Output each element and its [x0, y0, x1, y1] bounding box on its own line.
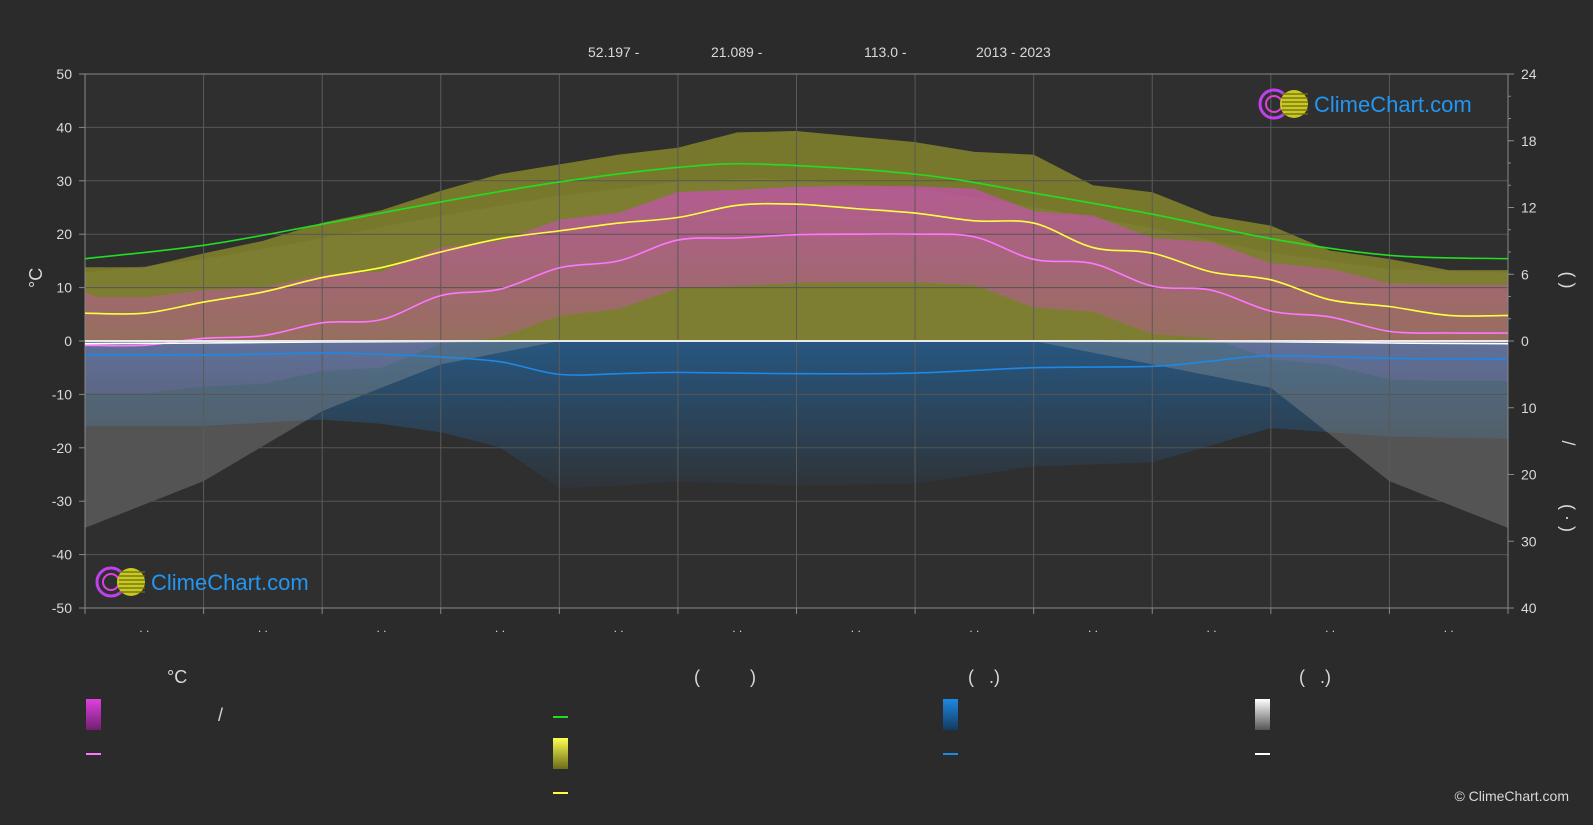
legend-temp-slash: /: [218, 705, 224, 725]
rain-mean-line: [84, 352, 1509, 376]
left-axis-unit: °C: [26, 267, 46, 288]
month-label: . .: [969, 621, 979, 635]
right-top-tick-label: 18: [1521, 133, 1537, 149]
legend-rain-head: ( .): [968, 667, 1000, 687]
legend-rain-mean-swatch: [943, 753, 958, 755]
month-label: . .: [732, 621, 742, 635]
right-axis-bottom-title: ( · ): [1558, 504, 1578, 532]
month-label: . .: [1444, 621, 1454, 635]
header-elevation: 113.0 -: [864, 44, 907, 60]
right-bottom-tick-label: 20: [1521, 467, 1537, 483]
legend-daylight-swatch: [553, 716, 568, 718]
month-label: . .: [614, 621, 624, 635]
right-axis-top-title: ( ): [1558, 272, 1578, 289]
month-label: . .: [851, 621, 861, 635]
left-tick-label: 10: [56, 280, 72, 296]
left-tick-label: -20: [52, 440, 72, 456]
header-years: 2013 - 2023: [976, 44, 1051, 60]
left-tick-label: -50: [52, 600, 72, 616]
right-bottom-tick-label: 40: [1521, 600, 1537, 616]
right-top-tick-label: 0: [1521, 333, 1529, 349]
snow-area: [85, 341, 1508, 528]
logo-text: ClimeChart.com: [1314, 92, 1472, 117]
right-top-tick-label: 12: [1521, 200, 1537, 216]
right-bottom-tick-label: 30: [1521, 533, 1537, 549]
legend-sunshine-range-swatch: [553, 738, 568, 769]
month-label: . .: [139, 621, 149, 635]
month-label: . .: [1088, 621, 1098, 635]
sunshine-mean-line: [84, 202, 1509, 317]
daylight-line: [84, 162, 1509, 260]
month-label: . .: [1325, 621, 1335, 635]
header-longitude: 21.089 -: [711, 44, 763, 60]
left-tick-label: -10: [52, 386, 72, 402]
right-bottom-tick-label: 10: [1521, 400, 1537, 416]
month-label: . .: [1207, 621, 1217, 635]
left-tick-label: 20: [56, 226, 72, 242]
legend-snow-mean-swatch: [1255, 753, 1270, 755]
logo-sun-icon: [1280, 90, 1308, 118]
month-label: . .: [495, 621, 505, 635]
legend-temp-range-swatch: [86, 699, 101, 730]
copyright: © ClimeChart.com: [1454, 788, 1569, 804]
legend-temp-mean-swatch: [86, 753, 101, 755]
brand-logo-bottom: ClimeChart.com: [95, 566, 309, 598]
right-top-tick-label: 24: [1521, 66, 1537, 82]
legend-temp-head: °C: [167, 667, 188, 687]
legend-rain-range-swatch: [943, 699, 958, 730]
left-tick-label: 50: [56, 66, 72, 82]
left-tick-label: 0: [64, 333, 72, 349]
legend-snow-range-swatch: [1255, 699, 1270, 730]
month-label: . .: [258, 621, 268, 635]
left-tick-label: -40: [52, 547, 72, 563]
logo-sun-icon: [117, 568, 145, 596]
logo-text: ClimeChart.com: [151, 570, 309, 595]
legend-sun-head: ( ): [694, 667, 756, 687]
legend-sunshine-mean-swatch: [553, 792, 568, 794]
month-label: . .: [376, 621, 386, 635]
left-tick-label: 40: [56, 119, 72, 135]
left-tick-label: 30: [56, 173, 72, 189]
brand-logo-top: ClimeChart.com: [1258, 88, 1472, 120]
header-latitude: 52.197 -: [588, 44, 640, 60]
right-top-tick-label: 6: [1521, 266, 1529, 282]
left-tick-label: -30: [52, 493, 72, 509]
temperature-mean-line: [84, 233, 1509, 347]
legend-snow-head: ( .): [1299, 667, 1331, 687]
right-axis-mid-title: /: [1558, 440, 1578, 445]
